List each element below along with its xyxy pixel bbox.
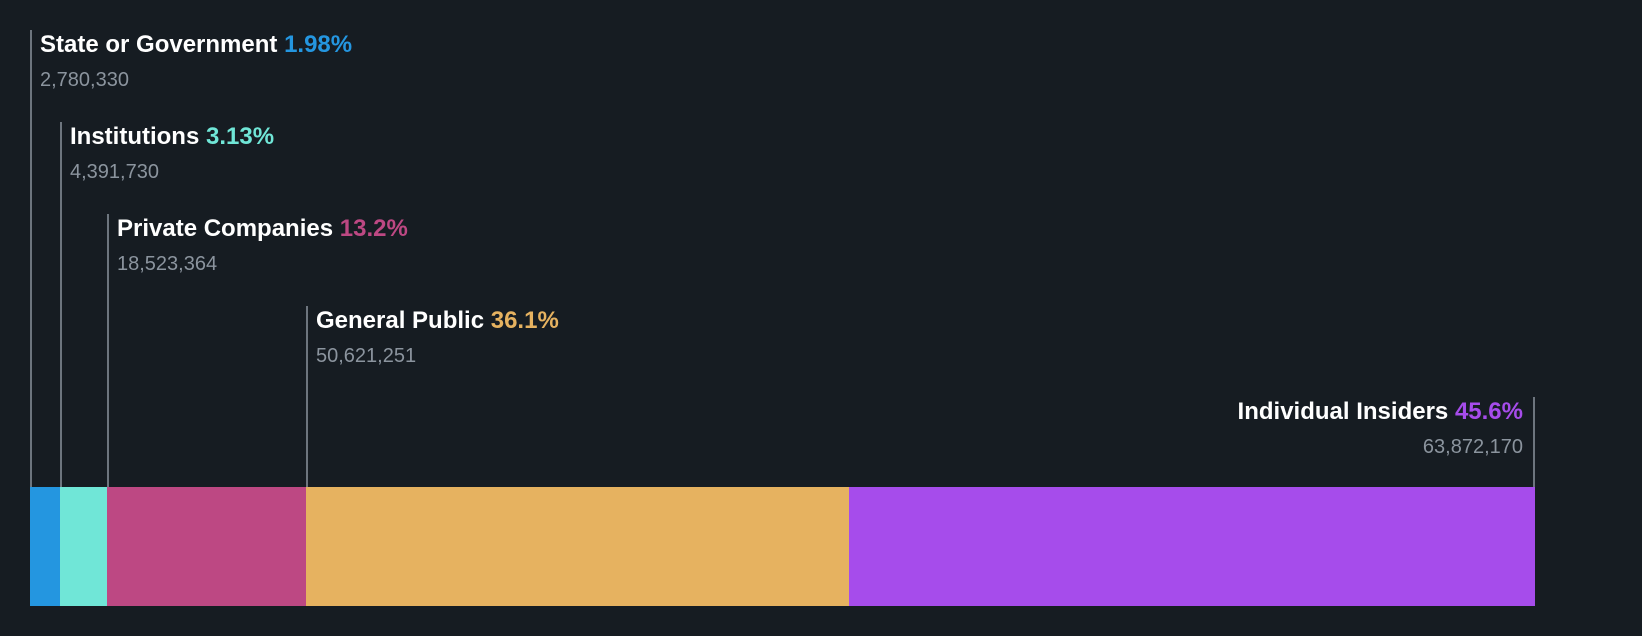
connector-line-private-companies <box>107 214 109 487</box>
segment-percent-state-or-government: 1.98% <box>284 31 353 58</box>
bar-segment-general-public[interactable] <box>306 487 849 606</box>
segment-count-institutions: 4,391,730 <box>70 161 159 183</box>
bar-segment-private-companies[interactable] <box>107 487 306 606</box>
segment-title-state-or-government: State or Government 1.98% <box>40 30 352 60</box>
segment-name-general-public: General Public <box>316 307 485 334</box>
segment-name-institutions: Institutions <box>70 123 200 150</box>
bar-segment-institutions[interactable] <box>60 487 107 606</box>
segment-title-institutions: Institutions 3.13% <box>70 122 274 152</box>
segment-count-general-public: 50,621,251 <box>316 345 417 367</box>
bar-segment-state-or-government[interactable] <box>30 487 60 606</box>
segment-percent-private-companies: 13.2% <box>339 215 408 242</box>
segment-percent-individual-insiders: 45.6% <box>1454 398 1523 425</box>
bar-segment-individual-insiders[interactable] <box>849 487 1535 606</box>
segment-title-individual-insiders: Individual Insiders 45.6% <box>1238 397 1523 427</box>
segment-percent-general-public: 36.1% <box>490 307 559 334</box>
connector-line-state-or-government <box>30 30 32 487</box>
segment-count-individual-insiders: 63,872,170 <box>1422 436 1523 458</box>
connector-line-general-public <box>306 306 308 487</box>
segment-title-general-public: General Public 36.1% <box>316 306 559 336</box>
segment-name-individual-insiders: Individual Insiders <box>1237 398 1449 425</box>
connector-line-institutions <box>60 122 62 487</box>
segment-count-private-companies: 18,523,364 <box>117 253 218 275</box>
stacked-ownership-bar <box>30 487 1535 606</box>
segment-percent-institutions: 3.13% <box>206 123 275 150</box>
segment-name-private-companies: Private Companies <box>117 215 334 242</box>
segment-name-state-or-government: State or Government <box>40 31 278 58</box>
segment-title-private-companies: Private Companies 13.2% <box>117 214 408 244</box>
connector-line-individual-insiders <box>1533 397 1535 487</box>
segment-count-state-or-government: 2,780,330 <box>40 69 129 91</box>
